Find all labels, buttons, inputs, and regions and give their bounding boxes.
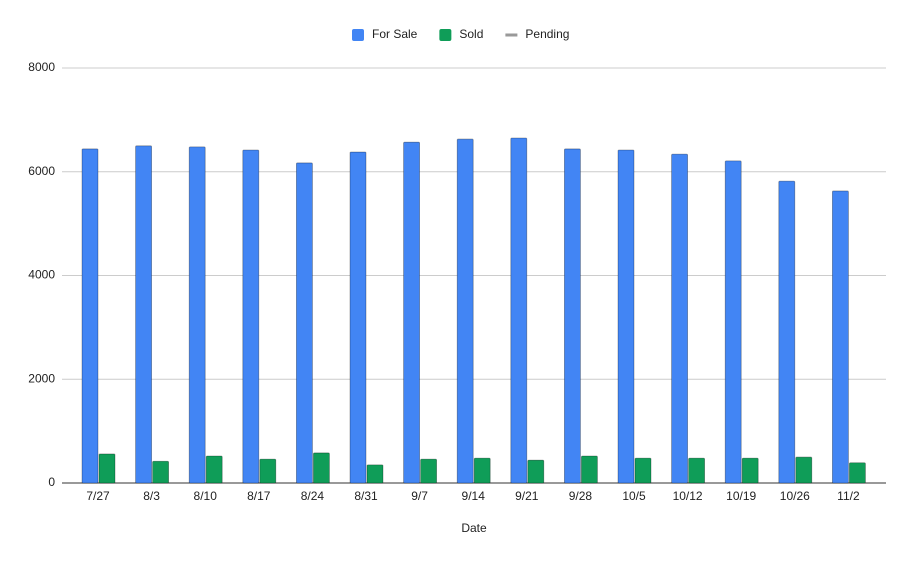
x-tick-label: 9/7	[411, 489, 428, 503]
bar	[295, 162, 313, 484]
bar	[473, 457, 491, 484]
x-tick-label: 10/12	[673, 489, 703, 503]
y-tick-label: 8000	[28, 60, 55, 74]
x-tick-label: 8/10	[194, 489, 218, 503]
x-tick-label: 10/5	[622, 489, 646, 503]
x-tick-label: 9/14	[462, 489, 486, 503]
x-tick-label: 8/3	[143, 489, 160, 503]
y-tick-label: 0	[48, 475, 55, 489]
bar	[242, 149, 260, 484]
y-tick-label: 4000	[28, 268, 55, 282]
x-tick-label: 10/19	[726, 489, 756, 503]
bar	[564, 148, 581, 484]
bar	[510, 137, 528, 484]
bar	[456, 138, 474, 484]
bar	[634, 457, 652, 484]
bar	[188, 146, 206, 484]
x-tick-label: 8/31	[354, 489, 378, 503]
bar	[795, 456, 813, 484]
bar	[81, 148, 99, 484]
legend-label: For Sale	[372, 27, 418, 41]
legend-swatch	[352, 29, 364, 41]
bar	[671, 153, 688, 484]
bar	[581, 455, 598, 484]
bar	[688, 457, 705, 484]
bar	[152, 460, 170, 484]
bar	[832, 190, 849, 484]
bar	[135, 145, 153, 484]
bar	[849, 462, 866, 484]
x-tick-label: 9/21	[515, 489, 539, 503]
bar	[527, 459, 545, 484]
bar	[205, 455, 223, 484]
y-tick-label: 6000	[28, 164, 55, 178]
bar	[259, 458, 277, 484]
x-axis-title: Date	[461, 521, 487, 535]
x-tick-label: 8/17	[247, 489, 271, 503]
x-tick-label: 10/26	[780, 489, 810, 503]
bar	[420, 458, 438, 484]
x-tick-label: 8/24	[301, 489, 325, 503]
legend-swatch	[439, 29, 452, 41]
legend-label: Pending	[525, 27, 569, 41]
bar	[312, 452, 330, 484]
x-tick-label: 11/2	[837, 489, 860, 503]
bar	[403, 141, 421, 484]
bar	[778, 180, 796, 484]
x-tick-label: 7/27	[86, 489, 110, 503]
bar	[366, 464, 384, 484]
y-tick-label: 2000	[28, 371, 55, 385]
bar	[741, 457, 759, 484]
bar	[349, 151, 367, 484]
bar	[617, 149, 635, 484]
legend-label: Sold	[459, 27, 483, 41]
x-tick-label: 9/28	[569, 489, 593, 503]
bar	[98, 453, 116, 484]
bar	[724, 160, 742, 484]
